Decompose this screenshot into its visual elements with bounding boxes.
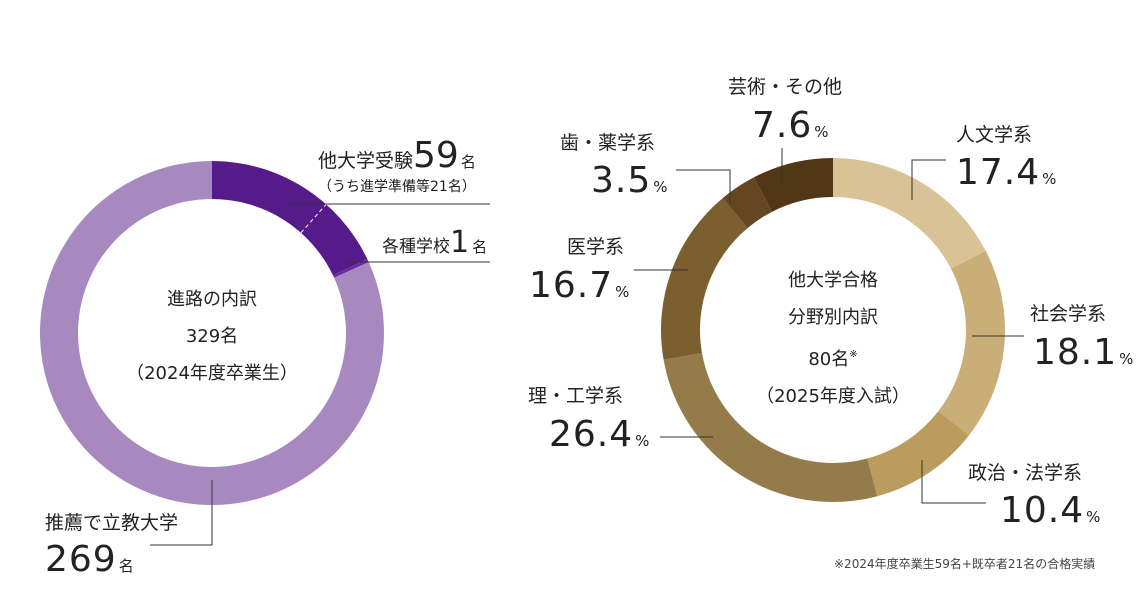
field-center-label: 他大学合格 分野別内訳 80名※ （2025年度入試） (733, 262, 933, 415)
slice-unit: % (1042, 170, 1057, 188)
donut-slice (938, 250, 1005, 436)
slice-value: 7.6 (752, 105, 813, 146)
field-total-mark: ※ (849, 349, 858, 360)
label-recommendation: 推薦で立教大学 (45, 512, 179, 534)
value-humanities: 17.4% (956, 155, 1056, 191)
label-politics-law: 政治・法学系 (968, 462, 1083, 484)
value-social: 18.1% (1033, 335, 1133, 371)
donut-slice (333, 259, 369, 278)
label-social: 社会学系 (1030, 303, 1107, 325)
label-science-eng: 理・工学系 (528, 385, 624, 407)
slice-label: 各種学校 (382, 237, 450, 257)
slice-unit: 名 (460, 153, 476, 171)
value-science-eng: 26.4% (549, 417, 649, 453)
label-recommendation-value: 269 名 (45, 542, 134, 578)
slice-unit: % (653, 178, 668, 196)
label-humanities: 人文学系 (956, 124, 1033, 146)
value-dent-pharm: 3.5% (591, 163, 668, 199)
career-total: 329名 (185, 326, 239, 347)
field-total: 80名※ (733, 336, 933, 378)
label-medicine: 医学系 (567, 236, 625, 258)
donut-slice (212, 161, 368, 276)
label-arts-other: 芸術・その他 (728, 76, 843, 98)
career-center-label: 進路の内訳 329名 （2024年度卒業生） (112, 281, 312, 392)
slice-value: 16.7 (529, 265, 614, 306)
leader-recommendation (150, 480, 213, 546)
leader-politics-law (921, 460, 986, 504)
label-other-university-note: （うち進学準備等21名） (318, 179, 476, 195)
leader-lines (150, 148, 1024, 546)
value-medicine: 16.7% (529, 268, 629, 304)
slice-unit: % (814, 123, 829, 141)
donut-slice (663, 353, 878, 503)
slice-unit: % (1086, 508, 1101, 526)
label-dent-pharm: 歯・薬学系 (560, 132, 656, 154)
slice-value: 269 (45, 539, 117, 580)
career-donut (40, 161, 385, 505)
slice-value: 26.4 (549, 414, 634, 455)
slice-label: 他大学受験 (318, 150, 414, 172)
career-subtitle: （2024年度卒業生） (126, 363, 298, 384)
field-title: 他大学合格 (788, 270, 878, 291)
label-vocational: 各種学校1 名 (382, 228, 487, 258)
field-donut (661, 158, 1005, 503)
leader-humanities (911, 159, 946, 200)
preparation-divider (300, 204, 327, 234)
value-arts-other: 7.6% (752, 108, 829, 144)
slice-unit: 名 (472, 238, 488, 256)
slice-unit: 名 (118, 557, 134, 575)
label-other-university: 他大学受験59 名 (318, 138, 476, 174)
field-title-2: 分野別内訳 (788, 307, 878, 328)
donut-slice (867, 411, 970, 497)
footnote: ※2024年度卒業生59名+既卒者21名の合格実績 (834, 557, 1096, 571)
donut-slice (754, 158, 833, 212)
field-total-value: 80名 (808, 349, 850, 370)
donut-slice (833, 158, 986, 269)
slice-value: 1 (450, 225, 471, 260)
career-title: 進路の内訳 (167, 289, 257, 310)
slice-unit: % (1119, 350, 1134, 368)
donut-slice (722, 177, 772, 228)
slice-value: 59 (413, 135, 459, 176)
donut-slice (661, 198, 748, 360)
value-politics-law: 10.4% (1000, 493, 1100, 529)
slice-unit: % (635, 432, 650, 450)
slice-value: 3.5 (591, 160, 652, 201)
field-subtitle: （2025年度入試） (756, 386, 910, 407)
slice-unit: % (615, 283, 630, 301)
slice-value: 10.4 (1000, 490, 1085, 531)
slice-value: 17.4 (956, 152, 1041, 193)
leader-dent-pharm (676, 169, 731, 204)
slice-value: 18.1 (1033, 332, 1118, 373)
